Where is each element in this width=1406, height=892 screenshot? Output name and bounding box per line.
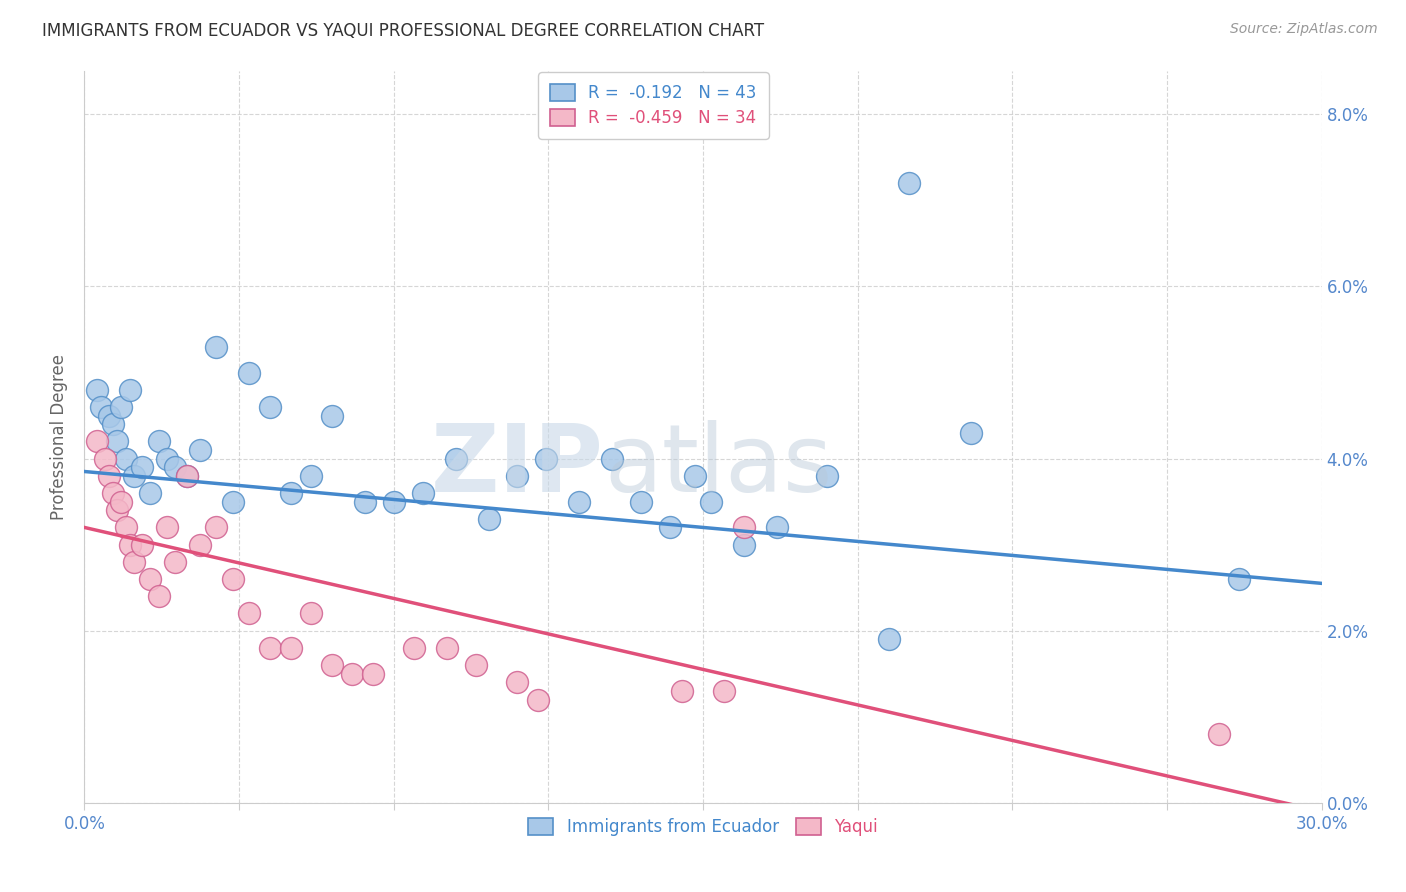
Point <box>105 503 128 517</box>
Point <box>238 366 260 380</box>
Legend: Immigrants from Ecuador, Yaqui: Immigrants from Ecuador, Yaqui <box>519 807 887 846</box>
Point <box>205 520 228 534</box>
Point <box>118 383 141 397</box>
Point <box>222 494 245 508</box>
Point <box>259 400 281 414</box>
Point <box>122 468 145 483</box>
Point <box>86 383 108 397</box>
Point <box>436 640 458 655</box>
Point <box>105 434 128 449</box>
Point <box>156 520 179 534</box>
Point <box>600 451 623 466</box>
Point <box>659 520 682 534</box>
Point <box>299 468 322 483</box>
Point <box>139 486 162 500</box>
Point <box>815 468 838 483</box>
Point <box>477 512 499 526</box>
Point <box>733 520 755 534</box>
Point <box>361 666 384 681</box>
Point <box>766 520 789 534</box>
Point <box>299 607 322 621</box>
Point <box>222 572 245 586</box>
Point <box>148 434 170 449</box>
Point <box>280 486 302 500</box>
Point <box>110 494 132 508</box>
Point <box>98 468 121 483</box>
Point <box>122 555 145 569</box>
Point <box>960 425 983 440</box>
Point <box>321 409 343 423</box>
Point <box>188 442 211 457</box>
Point <box>713 684 735 698</box>
Point <box>156 451 179 466</box>
Point <box>86 434 108 449</box>
Point <box>131 538 153 552</box>
Text: ZIP: ZIP <box>432 420 605 512</box>
Text: IMMIGRANTS FROM ECUADOR VS YAQUI PROFESSIONAL DEGREE CORRELATION CHART: IMMIGRANTS FROM ECUADOR VS YAQUI PROFESS… <box>42 22 765 40</box>
Point <box>412 486 434 500</box>
Point <box>1227 572 1250 586</box>
Point <box>733 538 755 552</box>
Point <box>444 451 467 466</box>
Point <box>148 589 170 603</box>
Point <box>103 486 125 500</box>
Point <box>536 451 558 466</box>
Point <box>700 494 723 508</box>
Point <box>165 555 187 569</box>
Point <box>321 658 343 673</box>
Point <box>110 400 132 414</box>
Point <box>280 640 302 655</box>
Point <box>114 451 136 466</box>
Point <box>353 494 375 508</box>
Point <box>259 640 281 655</box>
Point <box>671 684 693 698</box>
Point <box>176 468 198 483</box>
Point <box>118 538 141 552</box>
Point <box>382 494 405 508</box>
Point <box>90 400 112 414</box>
Point <box>683 468 706 483</box>
Point <box>898 176 921 190</box>
Point <box>465 658 488 673</box>
Point <box>176 468 198 483</box>
Point <box>877 632 900 647</box>
Point <box>1208 727 1230 741</box>
Point <box>205 340 228 354</box>
Text: Source: ZipAtlas.com: Source: ZipAtlas.com <box>1230 22 1378 37</box>
Point <box>238 607 260 621</box>
Point <box>103 417 125 432</box>
Point <box>506 675 529 690</box>
Point <box>139 572 162 586</box>
Point <box>630 494 652 508</box>
Point <box>342 666 364 681</box>
Point <box>94 451 117 466</box>
Point <box>527 692 550 706</box>
Point <box>165 460 187 475</box>
Point <box>568 494 591 508</box>
Point <box>404 640 426 655</box>
Point <box>131 460 153 475</box>
Point <box>188 538 211 552</box>
Text: atlas: atlas <box>605 420 832 512</box>
Point <box>506 468 529 483</box>
Point <box>98 409 121 423</box>
Y-axis label: Professional Degree: Professional Degree <box>51 354 69 520</box>
Point <box>114 520 136 534</box>
